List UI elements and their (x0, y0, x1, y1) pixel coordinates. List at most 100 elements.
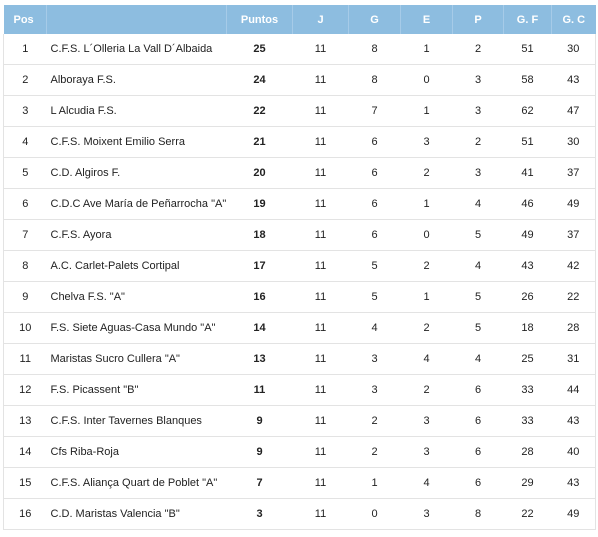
position-cell: 1 (3, 34, 47, 65)
goals-against-cell: 31 (551, 343, 596, 375)
table-row: 7 C.F.S. Ayora 18 11 6 0 5 49 37 (3, 219, 596, 251)
team-name-cell: C.D. Maristas Valencia "B" (46, 498, 227, 530)
table-row: 8 A.C. Carlet-Palets Cortipal 17 11 5 2 4 43 42 (3, 250, 596, 282)
won-cell: 6 (348, 188, 401, 220)
lost-cell: 3 (452, 95, 504, 127)
drawn-cell: 4 (400, 343, 453, 375)
lost-cell: 6 (452, 467, 504, 499)
position-cell: 7 (3, 219, 47, 251)
goals-against-cell: 43 (551, 467, 596, 499)
goals-against-cell: 37 (551, 219, 596, 251)
table-row: 12 F.S. Picassent "B" 11 11 3 2 6 33 44 (3, 374, 596, 406)
drawn-cell: 2 (400, 157, 453, 189)
team-name-cell: C.D. Algiros F. (46, 157, 227, 189)
goals-for-cell: 46 (503, 188, 552, 220)
header-puntos: Puntos (226, 5, 293, 34)
points-cell: 20 (226, 157, 293, 189)
won-cell: 4 (348, 312, 401, 344)
team-name-cell: C.F.S. Moixent Emilio Serra (46, 126, 227, 158)
header-g: G (348, 5, 401, 34)
header-pos: Pos (3, 5, 47, 34)
lost-cell: 5 (452, 312, 504, 344)
drawn-cell: 3 (400, 405, 453, 437)
table-row: 6 C.D.C Ave María de Peñarrocha "A" 19 11 6 1… (3, 188, 596, 220)
table-row: 4 C.F.S. Moixent Emilio Serra 21 11 6 3 2 51 30 (3, 126, 596, 158)
lost-cell: 2 (452, 126, 504, 158)
team-name-cell: Alboraya F.S. (46, 64, 227, 96)
drawn-cell: 0 (400, 64, 453, 96)
lost-cell: 5 (452, 281, 504, 313)
position-cell: 15 (3, 467, 47, 499)
played-cell: 11 (292, 374, 349, 406)
position-cell: 13 (3, 405, 47, 437)
won-cell: 6 (348, 219, 401, 251)
team-name-cell: A.C. Carlet-Palets Cortipal (46, 250, 227, 282)
drawn-cell: 3 (400, 436, 453, 468)
lost-cell: 2 (452, 34, 504, 65)
won-cell: 0 (348, 498, 401, 530)
lost-cell: 6 (452, 374, 504, 406)
position-cell: 8 (3, 250, 47, 282)
table-row: 16 C.D. Maristas Valencia "B" 3 11 0 3 8 22 49 (3, 498, 596, 530)
won-cell: 5 (348, 281, 401, 313)
played-cell: 11 (292, 498, 349, 530)
header-j: J (292, 5, 349, 34)
drawn-cell: 2 (400, 374, 453, 406)
team-name-cell: L Alcudia F.S. (46, 95, 227, 127)
lost-cell: 6 (452, 405, 504, 437)
goals-against-cell: 47 (551, 95, 596, 127)
table-row: 1 C.F.S. L´Olleria La Vall D´Albaida 25 11 8… (3, 34, 596, 65)
header-row: Pos Puntos J G E P G. F G. C (3, 5, 596, 34)
played-cell: 11 (292, 219, 349, 251)
table-row: 10 F.S. Siete Aguas-Casa Mundo "A" 14 11 4 2 5… (3, 312, 596, 344)
team-name-cell: Cfs Riba-Roja (46, 436, 227, 468)
drawn-cell: 3 (400, 126, 453, 158)
goals-for-cell: 49 (503, 219, 552, 251)
table-row: 14 Cfs Riba-Roja 9 11 2 3 6 28 40 (3, 436, 596, 468)
played-cell: 11 (292, 436, 349, 468)
header-e: E (400, 5, 453, 34)
points-cell: 22 (226, 95, 293, 127)
won-cell: 6 (348, 126, 401, 158)
goals-for-cell: 29 (503, 467, 552, 499)
drawn-cell: 1 (400, 95, 453, 127)
drawn-cell: 0 (400, 219, 453, 251)
played-cell: 11 (292, 467, 349, 499)
played-cell: 11 (292, 250, 349, 282)
goals-against-cell: 28 (551, 312, 596, 344)
drawn-cell: 1 (400, 188, 453, 220)
lost-cell: 3 (452, 64, 504, 96)
goals-against-cell: 30 (551, 34, 596, 65)
drawn-cell: 3 (400, 498, 453, 530)
team-name-cell: C.F.S. Inter Tavernes Blanques (46, 405, 227, 437)
played-cell: 11 (292, 157, 349, 189)
header-gc: G. C (551, 5, 596, 34)
standings-table: Pos Puntos J G E P G. F G. C 1 C.F.S. L´O… (3, 5, 596, 530)
position-cell: 6 (3, 188, 47, 220)
header-gf: G. F (503, 5, 552, 34)
played-cell: 11 (292, 405, 349, 437)
won-cell: 8 (348, 64, 401, 96)
points-cell: 9 (226, 405, 293, 437)
goals-for-cell: 51 (503, 34, 552, 65)
goals-against-cell: 30 (551, 126, 596, 158)
lost-cell: 4 (452, 343, 504, 375)
points-cell: 13 (226, 343, 293, 375)
played-cell: 11 (292, 64, 349, 96)
team-name-cell: C.F.S. Aliança Quart de Poblet "A" (46, 467, 227, 499)
won-cell: 7 (348, 95, 401, 127)
table-row: 13 C.F.S. Inter Tavernes Blanques 9 11 2 3 6 33… (3, 405, 596, 437)
goals-for-cell: 58 (503, 64, 552, 96)
goals-for-cell: 28 (503, 436, 552, 468)
position-cell: 4 (3, 126, 47, 158)
played-cell: 11 (292, 281, 349, 313)
goals-against-cell: 43 (551, 405, 596, 437)
points-cell: 11 (226, 374, 293, 406)
goals-for-cell: 33 (503, 374, 552, 406)
goals-against-cell: 40 (551, 436, 596, 468)
goals-for-cell: 43 (503, 250, 552, 282)
lost-cell: 6 (452, 436, 504, 468)
points-cell: 17 (226, 250, 293, 282)
position-cell: 9 (3, 281, 47, 313)
standings-table-container: Pos Puntos J G E P G. F G. C 1 C.F.S. L´O… (3, 5, 596, 530)
